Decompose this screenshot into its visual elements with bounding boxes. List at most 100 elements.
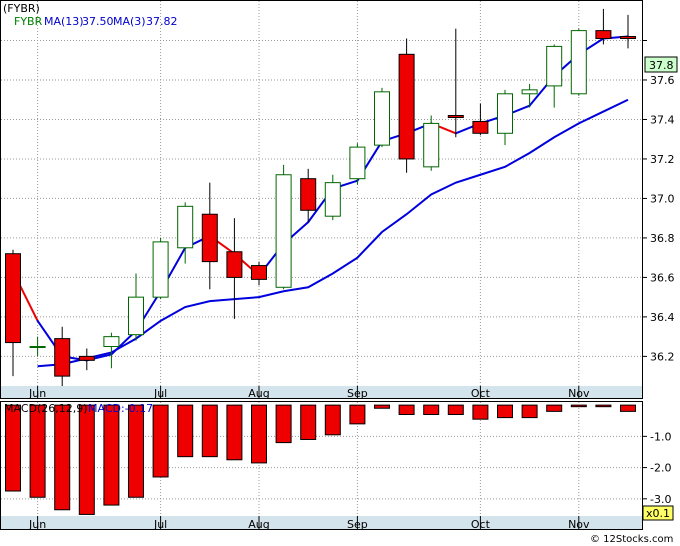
candle-body — [54, 338, 71, 377]
macd-bar — [324, 404, 341, 436]
candle — [300, 168, 317, 223]
candle-body — [201, 213, 218, 263]
candle-body — [300, 178, 317, 211]
macd-bar — [29, 404, 46, 498]
candle — [497, 89, 513, 146]
candle — [546, 44, 563, 108]
price-tick-label: 36.6 — [650, 271, 675, 284]
candle — [226, 218, 243, 319]
macd-title: MACD(26,12,9) — [4, 402, 88, 415]
macd-bar — [78, 404, 95, 515]
candle-body — [398, 53, 415, 160]
candle-body — [620, 36, 636, 40]
candle — [152, 237, 169, 300]
candle — [620, 14, 636, 49]
candle-body — [374, 91, 390, 146]
price-month-label: Sep — [347, 387, 368, 400]
price-tick-label: 37.0 — [650, 192, 675, 205]
candle-body — [152, 241, 169, 298]
price-month-band-bg — [1, 386, 642, 398]
macd-bar — [595, 404, 612, 408]
macd-bar — [275, 404, 292, 444]
price-month-band: Jun Jul Aug Sep Oct Nov — [1, 386, 642, 400]
macd-month-band-bg — [1, 516, 642, 529]
macd-bar — [546, 404, 563, 412]
candle — [423, 115, 440, 171]
candle-body — [570, 30, 587, 95]
macd-bar — [177, 404, 194, 458]
candle-body — [447, 115, 464, 118]
macd-bar — [620, 404, 636, 412]
macd-tick-label: -3.0 — [650, 493, 671, 506]
ticker-label: (FYBR) — [3, 2, 40, 15]
candle-body — [472, 120, 489, 134]
macd-bar — [103, 404, 120, 506]
legend-fybr: FYBR — [14, 15, 43, 28]
macd-bar — [349, 404, 366, 425]
candlesticks — [5, 8, 636, 386]
candle-body — [78, 355, 95, 361]
macd-bar — [300, 404, 317, 440]
macd-bar — [472, 404, 489, 420]
macd-tick-label: -2.0 — [650, 462, 671, 475]
macd-bar — [201, 404, 218, 458]
price-axis: 36.2 36.4 36.6 36.8 37.0 37.2 37.4 37.6 — [642, 39, 675, 363]
candle — [447, 28, 464, 138]
last-price-label: 37.8 — [649, 59, 674, 72]
candle — [201, 182, 218, 290]
price-grid — [1, 1, 642, 386]
macd-month-label: Aug — [248, 518, 269, 531]
macd-bars — [5, 404, 636, 515]
candle — [521, 83, 538, 108]
macd-bar — [5, 404, 21, 492]
macd-scale-label: x0.1 — [646, 507, 670, 520]
price-month-label: Nov — [568, 387, 590, 400]
legend-ma13-value: 37.50 — [82, 15, 114, 28]
candle — [398, 38, 415, 173]
candle — [251, 261, 267, 286]
macd-bar — [54, 404, 71, 511]
macd-bar — [570, 404, 587, 408]
candle-body — [497, 93, 513, 134]
price-panel-frame — [0, 0, 643, 399]
candle — [349, 143, 366, 185]
candle — [78, 348, 95, 371]
candle-body — [226, 251, 243, 278]
macd-bar — [423, 404, 440, 415]
price-tick-label: 37.2 — [650, 153, 675, 166]
macd-panel-frame — [0, 401, 643, 530]
candle-body — [177, 205, 194, 249]
credit-text: © 12Stocks.com — [590, 534, 673, 545]
macd-bar — [447, 404, 464, 415]
candle — [29, 336, 46, 357]
legend-ma3-value: 37.82 — [146, 15, 178, 28]
candle — [54, 326, 71, 386]
price-month-label: Oct — [471, 387, 491, 400]
price-tick-label: 36.4 — [650, 311, 675, 324]
candle — [5, 249, 21, 377]
macd-bar — [497, 404, 513, 419]
price-tick-label: 37.4 — [650, 113, 675, 126]
candle-body — [128, 296, 144, 336]
candle-body — [423, 122, 440, 168]
price-month-label: Jul — [153, 387, 167, 400]
candle-body — [595, 30, 612, 40]
candle-body — [521, 89, 538, 95]
candle — [570, 28, 587, 96]
candle — [275, 164, 292, 290]
macd-bar — [152, 404, 169, 478]
macd-month-label: Nov — [568, 518, 590, 531]
macd-scale-box — [642, 505, 674, 521]
price-month-label: Jun — [28, 387, 46, 400]
candle-body — [5, 253, 21, 344]
macd-bar — [128, 404, 144, 498]
candle-body — [324, 182, 341, 217]
candle-body — [251, 265, 267, 280]
candle — [324, 174, 341, 221]
macd-bar — [521, 404, 538, 419]
candle — [595, 8, 612, 45]
candle — [374, 87, 390, 148]
candle-body — [275, 174, 292, 288]
